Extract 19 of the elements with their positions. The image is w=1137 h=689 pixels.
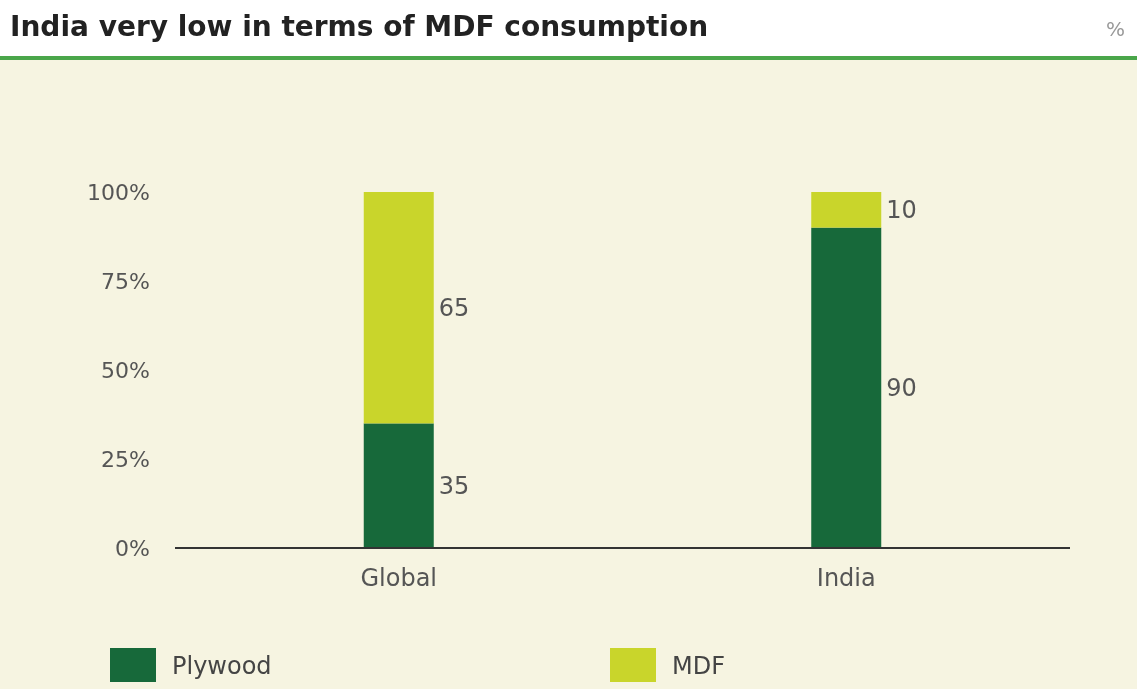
data-label: 65: [438, 294, 470, 323]
data-label: 35: [438, 472, 470, 501]
chart-title: India very low in terms of MDF consumption: [10, 10, 709, 43]
x-tick-label: Global: [360, 564, 438, 592]
text: %: [1105, 17, 1125, 41]
data-label: 90: [886, 374, 917, 403]
y-tick-label: 75%: [101, 268, 150, 294]
legend-label: MDF: [672, 652, 725, 681]
y-tick-label: 100%: [87, 179, 150, 205]
y-tick-label: 0%: [115, 535, 150, 561]
data-label: 10: [886, 196, 917, 225]
bar: [363, 192, 434, 424]
y-tick-label: 50%: [101, 357, 150, 383]
bar: [811, 192, 882, 228]
bar: [363, 423, 434, 548]
x-tick-label: India: [816, 564, 876, 592]
legend-label: Plywood: [172, 652, 272, 681]
bar: [811, 227, 882, 548]
y-tick-label: 25%: [101, 446, 150, 472]
